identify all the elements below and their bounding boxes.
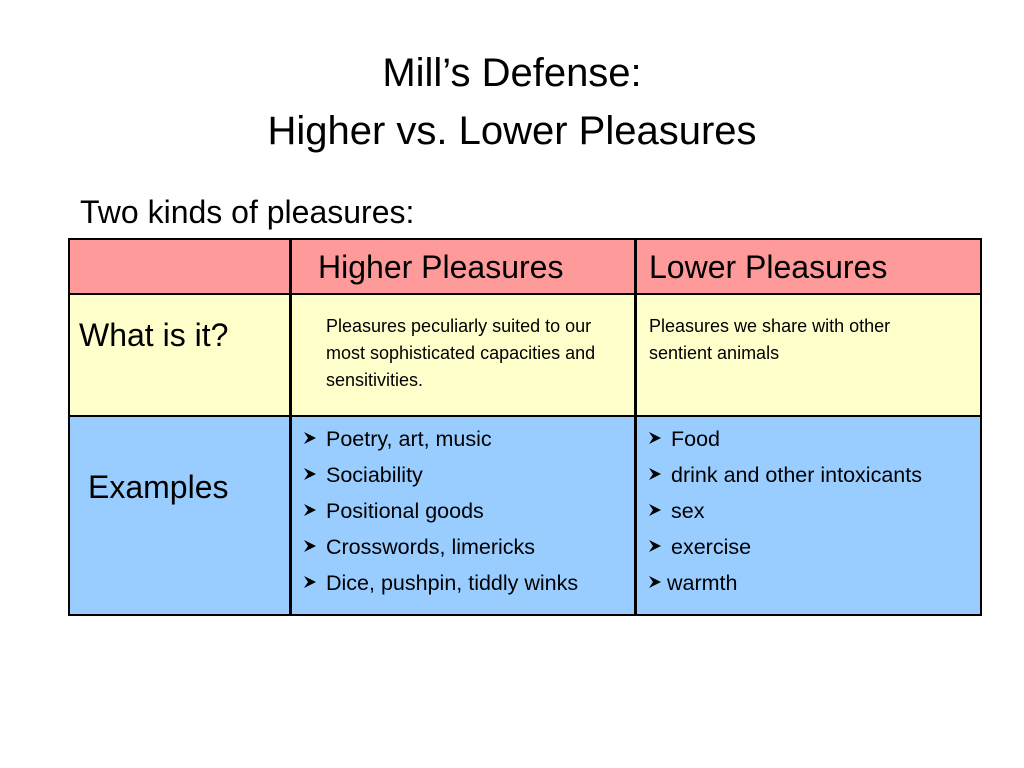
title-line-2: Higher vs. Lower Pleasures [267, 109, 757, 153]
arrowhead-bullet-icon [302, 538, 320, 557]
row-label-what: What is it? [79, 317, 229, 353]
header-higher-pleasures: Higher Pleasures [318, 249, 564, 285]
list-item: Positional goods [302, 493, 578, 529]
list-item: Poetry, art, music [302, 421, 578, 457]
list-item: drink and other intoxicants [647, 457, 922, 493]
arrowhead-bullet-icon [647, 538, 665, 557]
arrowhead-bullet-icon [302, 574, 320, 593]
arrowhead-bullet-icon [647, 574, 665, 593]
arrowhead-bullet-icon [302, 430, 320, 449]
arrowhead-bullet-icon [302, 466, 320, 485]
list-item: Food [647, 421, 922, 457]
row-label-examples: Examples [88, 469, 229, 505]
lower-examples-list: Food drink and other intoxicants sex exe… [647, 421, 922, 601]
higher-description: Pleasures peculiarly suited to our most … [326, 316, 596, 390]
list-item: sex [647, 493, 922, 529]
intro-text: Two kinds of pleasures: [80, 194, 415, 230]
what-higher-cell: Pleasures peculiarly suited to our most … [292, 295, 637, 417]
list-item: warmth [647, 565, 922, 601]
higher-examples-list: Poetry, art, music Sociability Positiona… [302, 421, 578, 601]
what-lower-cell: Pleasures we share with other sentient a… [637, 295, 980, 417]
header-lower-cell: Lower Pleasures [637, 240, 980, 295]
arrowhead-bullet-icon [647, 430, 665, 449]
header-higher-cell: Higher Pleasures [292, 240, 637, 295]
pleasures-table: Higher Pleasures Lower Pleasures What is… [68, 238, 982, 616]
list-item: exercise [647, 529, 922, 565]
slide-title: Mill’s Defense: Higher vs. Lower Pleasur… [0, 44, 1024, 160]
list-item: Sociability [302, 457, 578, 493]
header-lower-pleasures: Lower Pleasures [649, 249, 888, 285]
list-item: Dice, pushpin, tiddly winks [302, 565, 578, 601]
examples-higher-cell: Poetry, art, music Sociability Positiona… [292, 417, 637, 614]
examples-label-cell: Examples [70, 417, 292, 614]
arrowhead-bullet-icon [647, 466, 665, 485]
arrowhead-bullet-icon [302, 502, 320, 521]
header-corner-cell [70, 240, 292, 295]
examples-lower-cell: Food drink and other intoxicants sex exe… [637, 417, 980, 614]
title-line-1: Mill’s Defense: [382, 51, 642, 95]
what-label-cell: What is it? [70, 295, 292, 417]
arrowhead-bullet-icon [647, 502, 665, 521]
list-item: Crosswords, limericks [302, 529, 578, 565]
lower-description: Pleasures we share with other sentient a… [649, 316, 891, 363]
